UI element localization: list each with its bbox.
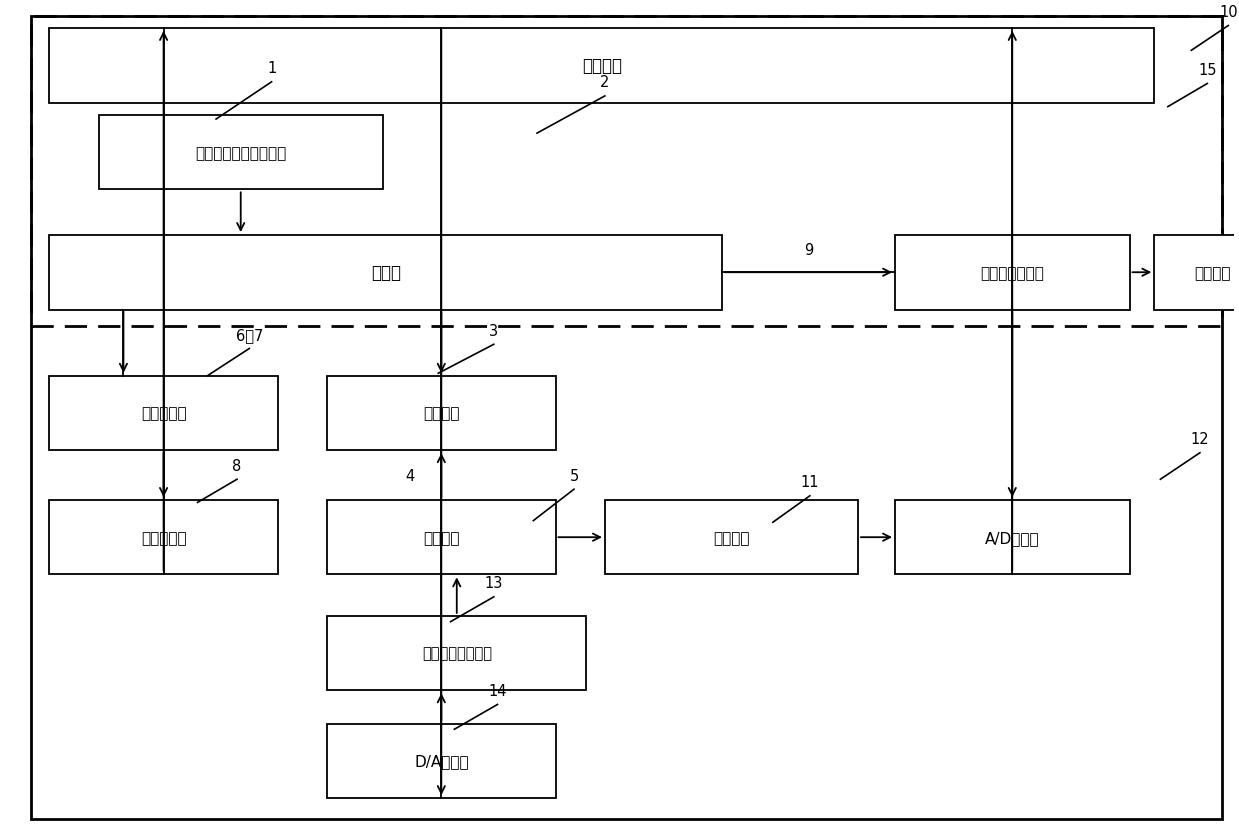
- Text: 8: 8: [233, 458, 242, 473]
- Text: 3: 3: [489, 323, 498, 338]
- Bar: [895, 236, 1130, 310]
- Text: 测温电路: 测温电路: [714, 530, 750, 545]
- Bar: [327, 500, 555, 575]
- Text: 双纵模稳频激光器电源: 双纵模稳频激光器电源: [195, 146, 286, 160]
- Text: 4: 4: [405, 468, 414, 483]
- Bar: [31, 17, 1222, 327]
- Text: 激光输出: 激光输出: [1194, 265, 1232, 280]
- Bar: [327, 724, 555, 798]
- Bar: [50, 500, 278, 575]
- Text: 激光管: 激光管: [370, 264, 400, 282]
- Text: 2: 2: [600, 75, 610, 90]
- Text: 柔性薄膜: 柔性薄膜: [422, 530, 460, 545]
- Text: 6、7: 6、7: [235, 327, 263, 342]
- Text: 13: 13: [484, 576, 503, 590]
- Text: 1: 1: [266, 61, 276, 76]
- Bar: [99, 116, 383, 190]
- Bar: [50, 29, 1155, 103]
- Text: D/A转换器: D/A转换器: [414, 753, 468, 768]
- Text: 温度传感器: 温度传感器: [141, 530, 186, 545]
- Bar: [605, 500, 857, 575]
- Text: 14: 14: [488, 683, 507, 698]
- Text: 柔性薄膜驱动电路: 柔性薄膜驱动电路: [421, 646, 492, 661]
- Text: 光功率检测电路: 光功率检测电路: [980, 265, 1044, 280]
- Text: 10: 10: [1219, 5, 1238, 20]
- Bar: [50, 376, 278, 451]
- Text: 微处理器: 微处理器: [582, 57, 622, 75]
- Bar: [1155, 236, 1239, 310]
- Bar: [895, 500, 1130, 575]
- Text: 12: 12: [1191, 432, 1209, 447]
- Bar: [327, 376, 555, 451]
- Text: A/D转换器: A/D转换器: [985, 530, 1040, 545]
- Text: 15: 15: [1198, 63, 1217, 78]
- Bar: [50, 236, 722, 310]
- Text: 导热壳体: 导热壳体: [422, 406, 460, 421]
- Text: 激光管外壳: 激光管外壳: [141, 406, 186, 421]
- Bar: [327, 616, 586, 691]
- Text: 11: 11: [800, 475, 819, 490]
- Text: 5: 5: [570, 468, 579, 483]
- Text: 9: 9: [804, 243, 813, 258]
